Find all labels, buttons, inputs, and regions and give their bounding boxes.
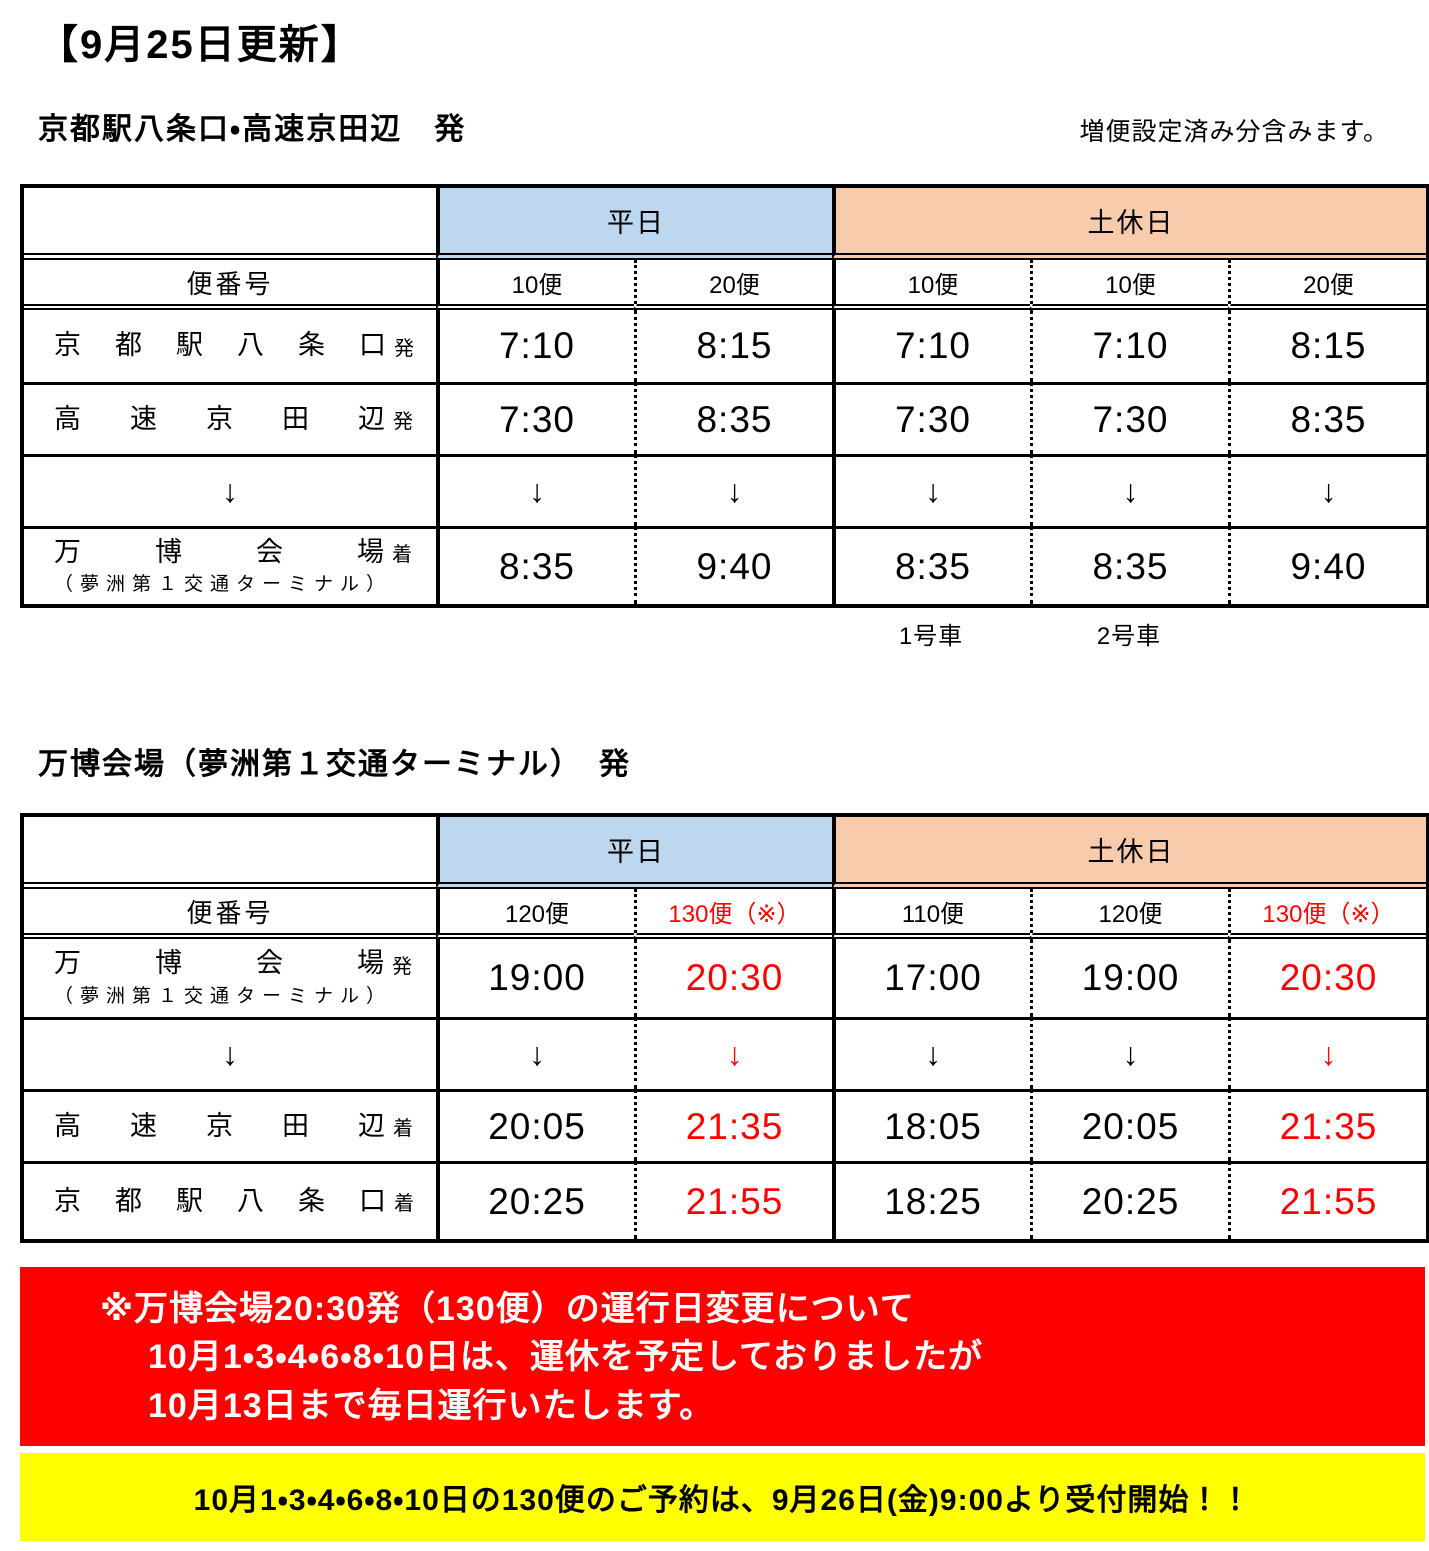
arrow-cell: ↓ <box>1228 454 1426 526</box>
arrow-cell: ↓ <box>1030 1017 1228 1089</box>
time-cell: 8:15 <box>634 310 832 382</box>
corner-cell <box>24 817 436 889</box>
schedule-change-alert-banner: ※万博会場20:30発（130便）の運行日変更について 10月1・3・4・6・8… <box>20 1267 1425 1446</box>
time-cell: 19:00 <box>1030 939 1228 1017</box>
section-header-2: 万博会場（夢洲第１交通ターミナル） 発 <box>38 739 1389 783</box>
service-number: 120便 <box>436 889 634 939</box>
time-cell-flagged: 20:30 <box>634 939 832 1017</box>
time-cell: 19:00 <box>436 939 634 1017</box>
extra-service-note: 増便設定済み分含みます。 <box>1079 118 1389 146</box>
time-cell-flagged: 21:55 <box>1228 1161 1426 1239</box>
time-cell: 8:35 <box>634 382 832 454</box>
time-cell: 7:30 <box>1030 382 1228 454</box>
day-header-weekday: 平日 <box>436 188 832 260</box>
day-header-holiday: 土休日 <box>832 817 1426 889</box>
time-cell: 8:15 <box>1228 310 1426 382</box>
service-number: 10便 <box>832 260 1030 310</box>
arrow-cell: ↓ <box>436 1017 634 1089</box>
time-cell: 8:35 <box>832 526 1030 604</box>
bus-note-2: 2号車 <box>1096 623 1162 650</box>
arrow-cell: ↓ <box>24 1017 436 1089</box>
timetable-departures-expo: 平日 土休日 便番号 120便 130便（※） 110便 120便 130便（※… <box>20 813 1429 1243</box>
time-cell: 18:25 <box>832 1161 1030 1239</box>
dep-arr-suffix: 着 <box>393 1118 413 1141</box>
station-label-kyoto-hachijo-dep: 京都駅八条口発 <box>24 310 436 382</box>
corner-cell <box>24 188 436 260</box>
time-cell: 9:40 <box>634 526 832 604</box>
service-number: 10便 <box>436 260 634 310</box>
time-cell-flagged: 20:30 <box>1228 939 1426 1017</box>
time-cell: 8:35 <box>1228 382 1426 454</box>
station-label-kyoto-hachijo-arr: 京都駅八条口着 <box>24 1161 436 1239</box>
service-number: 120便 <box>1030 889 1228 939</box>
service-number-label: 便番号 <box>24 260 436 310</box>
timetable-departures-kyoto: 平日 土休日 便番号 10便 20便 10便 10便 20便 京都駅八条口発 7… <box>20 184 1429 608</box>
section-title-departure-expo: 万博会場（夢洲第１交通ターミナル） 発 <box>38 748 631 781</box>
arrow-cell: ↓ <box>24 454 436 526</box>
arrow-cell-flagged: ↓ <box>1228 1017 1426 1089</box>
day-header-holiday: 土休日 <box>832 188 1426 260</box>
time-cell: 9:40 <box>1228 526 1426 604</box>
alert-line-3: 10月13日まで毎日運行いたします。 <box>148 1386 715 1425</box>
arrow-cell: ↓ <box>634 454 832 526</box>
time-cell-flagged: 21:35 <box>634 1089 832 1161</box>
time-cell: 20:25 <box>1030 1161 1228 1239</box>
service-number: 20便 <box>1228 260 1426 310</box>
bus-note-1: 1号車 <box>898 623 964 650</box>
alert-line-1: ※万博会場20:30発（130便）の運行日変更について <box>100 1290 915 1328</box>
time-cell: 7:30 <box>436 382 634 454</box>
station-label-kyotanabe-arr: 高速京田辺着 <box>24 1089 436 1161</box>
station-label-kyotanabe-dep: 高速京田辺発 <box>24 382 436 454</box>
section-title-departure-kyoto: 京都駅八条口・高速京田辺 発 <box>38 113 467 146</box>
alert-line-2: 10月1・3・4・6・8・10日は、運休を予定しておりましたが <box>148 1338 983 1377</box>
time-cell: 7:10 <box>1030 310 1228 382</box>
service-number: 10便 <box>1030 260 1228 310</box>
dep-arr-suffix: 発 <box>392 955 412 978</box>
service-number-label: 便番号 <box>24 889 436 939</box>
time-cell: 17:00 <box>832 939 1030 1017</box>
arrow-cell: ↓ <box>832 1017 1030 1089</box>
reservation-start-banner: 10月1・3・4・6・8・10日の130便のご予約は、9月26日(金)9:00よ… <box>20 1452 1425 1541</box>
service-number-flagged: 130便（※） <box>1228 889 1426 939</box>
arrow-cell-flagged: ↓ <box>634 1017 832 1089</box>
time-cell: 20:05 <box>436 1089 634 1161</box>
time-cell: 7:10 <box>832 310 1030 382</box>
arrow-cell: ↓ <box>832 454 1030 526</box>
time-cell: 20:25 <box>436 1161 634 1239</box>
section-header-1: 京都駅八条口・高速京田辺 発 増便設定済み分含みます。 <box>38 104 1389 148</box>
terminal-sublabel: （夢洲第１交通ターミナル） <box>54 985 393 1007</box>
terminal-sublabel: （夢洲第１交通ターミナル） <box>54 574 393 596</box>
service-number: 110便 <box>832 889 1030 939</box>
service-number-flagged: 130便（※） <box>634 889 832 939</box>
day-header-weekday: 平日 <box>436 817 832 889</box>
time-cell-flagged: 21:35 <box>1228 1089 1426 1161</box>
reservation-text: 10月1・3・4・6・8・10日の130便のご予約は、9月26日(金)9:00よ… <box>193 1483 1252 1517</box>
time-cell-flagged: 21:55 <box>634 1161 832 1239</box>
time-cell: 7:30 <box>832 382 1030 454</box>
bus-number-notes: 1号車 2号車 <box>24 616 1426 651</box>
time-cell: 18:05 <box>832 1089 1030 1161</box>
time-cell: 8:35 <box>1030 526 1228 604</box>
dep-arr-suffix: 発 <box>394 337 414 360</box>
time-cell: 7:10 <box>436 310 634 382</box>
dep-arr-suffix: 発 <box>393 411 413 434</box>
station-label-expo-dep: 万博会場発 （夢洲第１交通ターミナル） <box>24 939 436 1017</box>
dep-arr-suffix: 着 <box>392 544 412 567</box>
arrow-cell: ↓ <box>1030 454 1228 526</box>
service-number: 20便 <box>634 260 832 310</box>
arrow-cell: ↓ <box>436 454 634 526</box>
page-title: 【9月25日更新】 <box>38 23 363 67</box>
station-label-expo-arr: 万博会場着 （夢洲第１交通ターミナル） <box>24 526 436 604</box>
time-cell: 8:35 <box>436 526 634 604</box>
time-cell: 20:05 <box>1030 1089 1228 1161</box>
dep-arr-suffix: 着 <box>394 1193 414 1216</box>
